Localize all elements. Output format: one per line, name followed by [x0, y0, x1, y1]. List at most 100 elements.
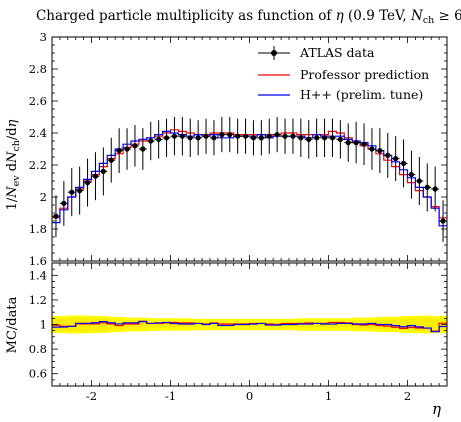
data-point — [140, 146, 146, 152]
data-point — [306, 136, 312, 142]
band-inner-bin — [154, 321, 163, 328]
data-point — [298, 135, 304, 141]
data-point — [282, 133, 288, 139]
band-inner-bin — [312, 321, 321, 328]
data-point — [385, 152, 391, 158]
y-tick-label: 2 — [40, 190, 47, 204]
x-tick-label: 2 — [404, 389, 411, 403]
data-point — [369, 146, 375, 152]
data-point — [250, 135, 257, 141]
data-point — [416, 178, 422, 184]
data-point — [408, 172, 415, 178]
data-point — [69, 189, 75, 195]
y-tick-label: 2.8 — [29, 62, 47, 76]
data-point — [219, 132, 225, 138]
data-point — [187, 135, 193, 141]
data-point — [235, 133, 241, 139]
data-point — [258, 135, 264, 141]
data-point — [314, 135, 320, 141]
data-point — [266, 133, 272, 139]
band-inner-bin — [210, 323, 219, 326]
data-point — [179, 133, 185, 139]
data-point — [108, 157, 114, 163]
data-point — [242, 133, 249, 139]
y-tick-label: 1.6 — [29, 254, 47, 268]
band-inner-bin — [336, 321, 345, 328]
band-inner-bin — [257, 323, 266, 326]
ratio-y-tick-label: 1.2 — [29, 293, 47, 307]
data-point — [440, 218, 446, 224]
ratio-y-axis-label: MC/data — [5, 296, 20, 353]
band-inner-bin — [162, 321, 171, 328]
band-inner-bin — [407, 317, 416, 332]
data-point — [100, 168, 106, 174]
data-point — [393, 156, 399, 162]
data-point — [290, 133, 296, 139]
band-inner-bin — [67, 317, 77, 332]
ratio-y-tick-label: 0.6 — [29, 367, 47, 381]
data-point — [353, 140, 359, 146]
data-point — [53, 213, 59, 219]
data-point — [227, 132, 233, 138]
data-point — [195, 135, 201, 141]
y-tick-label: 3 — [40, 30, 47, 44]
legend: ATLAS data Professor prediction H++ (pre… — [258, 45, 429, 102]
data-point — [92, 173, 99, 179]
data-point — [345, 140, 351, 146]
x-tick-label: 1 — [325, 389, 332, 403]
data-point — [203, 133, 209, 139]
band-inner-bin — [146, 321, 156, 328]
data-point — [329, 135, 336, 141]
data-point — [171, 133, 178, 139]
band-inner-bin — [415, 317, 424, 332]
legend-label-hpp: H++ (prelim. tune) — [300, 87, 423, 102]
data-point — [377, 148, 383, 154]
data-point — [424, 184, 430, 190]
band-inner-bin — [423, 317, 432, 332]
ratio-line-hpp — [52, 320, 447, 333]
y-tick-label: 2.2 — [29, 158, 47, 172]
x-tick-label: -2 — [86, 389, 97, 403]
data-point — [432, 186, 438, 192]
x-axis-label: η — [432, 400, 441, 418]
y-axis-label: 1/Nev dNch/dη — [5, 119, 22, 210]
band-inner-bin — [138, 320, 148, 329]
legend-entry-hpp: H++ (prelim. tune) — [258, 87, 423, 102]
ratio-y-tick-label: 0.8 — [29, 342, 47, 356]
x-tick-label: -1 — [165, 389, 176, 403]
ratio-y-tick-label: 1 — [40, 318, 47, 332]
chart-title: Charged particle multiplicity as functio… — [36, 8, 461, 26]
band-inner-bin — [344, 321, 353, 328]
band-inner-bin — [431, 318, 440, 331]
data-point — [77, 188, 83, 194]
data-point — [211, 135, 217, 141]
main-plot-area — [52, 117, 447, 242]
y-tick-label: 2.4 — [29, 126, 47, 140]
data-point — [116, 148, 122, 154]
data-point — [148, 138, 154, 144]
data-point — [163, 135, 170, 141]
data-point — [337, 136, 343, 142]
data-point — [61, 200, 67, 206]
data-point — [124, 146, 130, 152]
y-tick-label: 2.6 — [29, 94, 47, 108]
legend-entry-data: ATLAS data — [258, 45, 375, 60]
data-point — [156, 136, 162, 142]
data-point — [361, 141, 367, 147]
band-inner-bin — [99, 318, 108, 331]
ratio-y-tick-label: 1.4 — [29, 268, 47, 282]
x-tick-label: 0 — [246, 389, 253, 403]
band-inner-bin — [170, 321, 179, 328]
y-tick-label: 1.8 — [29, 222, 47, 236]
band-inner-bin — [194, 323, 203, 326]
band-inner-bin — [399, 318, 408, 331]
data-point — [132, 143, 138, 149]
data-point — [274, 132, 280, 138]
legend-entry-professor: Professor prediction — [258, 67, 429, 82]
ratio-plot-area — [52, 320, 447, 333]
legend-label-professor: Professor prediction — [300, 67, 429, 82]
band-inner-bin — [391, 319, 400, 330]
data-point — [400, 160, 407, 166]
band-inner-bin — [59, 317, 69, 332]
